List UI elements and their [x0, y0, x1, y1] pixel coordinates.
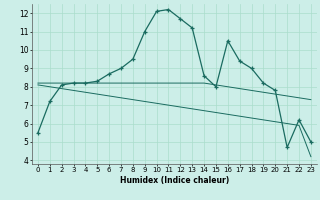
X-axis label: Humidex (Indice chaleur): Humidex (Indice chaleur) — [120, 176, 229, 185]
